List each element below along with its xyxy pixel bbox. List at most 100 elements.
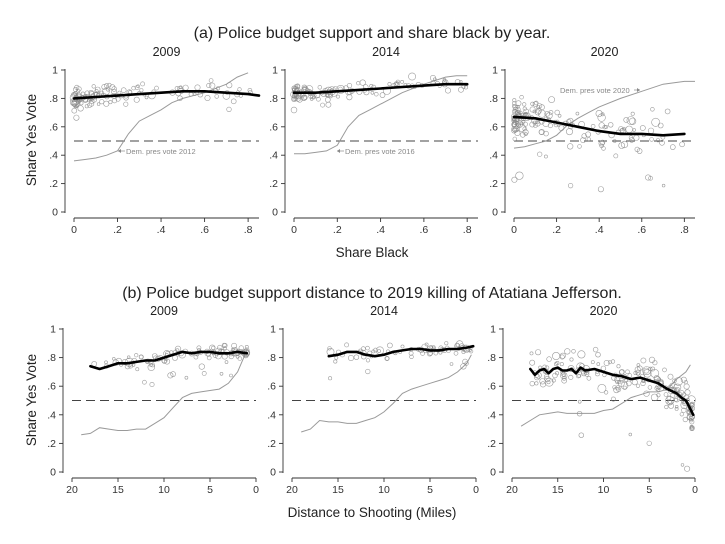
- x-tick-label: .4: [595, 224, 604, 236]
- data-point: [373, 347, 378, 353]
- y-tick-label: 1: [490, 324, 496, 336]
- data-point: [103, 100, 110, 107]
- y-tick-label: .6: [47, 381, 56, 393]
- data-point: [663, 392, 669, 397]
- data-point: [515, 171, 524, 180]
- data-point: [648, 356, 656, 364]
- data-point: [616, 364, 621, 369]
- data-point: [529, 381, 535, 387]
- y-tick-label: 0: [490, 467, 496, 479]
- data-point: [631, 379, 638, 386]
- data-point: [640, 380, 646, 387]
- y-tick-label: .8: [49, 93, 58, 105]
- data-point: [80, 91, 85, 96]
- title-panel-a: (a) Police budget support and share blac…: [194, 25, 551, 42]
- data-point: [360, 346, 366, 352]
- data-point: [104, 360, 108, 365]
- data-point: [71, 99, 77, 105]
- data-point: [586, 375, 592, 381]
- data-point: [523, 132, 528, 136]
- data-point: [603, 359, 610, 366]
- data-point: [522, 102, 527, 107]
- data-point: [544, 365, 550, 370]
- data-point: [567, 143, 574, 150]
- dem-vote-annotation: Dem. pres vote 2020: [560, 86, 630, 95]
- data-point: [646, 440, 652, 446]
- data-point: [650, 393, 659, 402]
- data-point: [359, 79, 366, 86]
- data-point: [575, 111, 580, 116]
- x-tick-label: .6: [419, 224, 428, 236]
- y-tick-label: 1: [492, 65, 498, 77]
- data-point: [449, 362, 454, 366]
- y-tick-label: .6: [487, 381, 496, 393]
- x-tick-label: 0: [253, 484, 259, 496]
- data-point: [140, 81, 145, 87]
- annotation-arrowhead: [637, 88, 640, 92]
- data-point: [546, 380, 551, 385]
- y-tick-label: .8: [47, 352, 56, 364]
- data-point: [198, 363, 205, 370]
- data-point: [560, 371, 566, 377]
- data-point: [333, 359, 338, 364]
- data-point: [522, 121, 528, 127]
- data-point: [104, 83, 110, 89]
- data-point: [534, 381, 539, 386]
- data-point: [120, 87, 127, 93]
- y-tick-label: 0: [270, 467, 276, 479]
- y-tick-label: 1: [52, 65, 58, 77]
- data-point: [222, 346, 227, 351]
- data-point: [96, 102, 101, 106]
- data-point: [71, 107, 78, 114]
- data-point: [99, 99, 105, 105]
- data-point: [597, 186, 604, 193]
- data-point: [330, 89, 338, 97]
- y-tick-label: .2: [49, 178, 58, 190]
- data-point: [142, 379, 147, 385]
- x-tick-label: .2: [333, 224, 342, 236]
- data-point: [652, 360, 658, 366]
- data-point: [567, 183, 574, 189]
- data-point: [628, 117, 637, 125]
- data-point: [668, 402, 674, 409]
- data-point: [620, 140, 629, 149]
- y-tick-label: .8: [489, 93, 498, 105]
- x-tick-label: .2: [552, 224, 561, 236]
- data-point: [144, 95, 149, 100]
- y-tick-label: .4: [47, 409, 56, 421]
- x-tick-label: 20: [506, 484, 518, 496]
- x-tick-label: .8: [680, 224, 689, 236]
- data-point: [544, 111, 551, 117]
- panel-a-2009: 2009 0 .2 .4 .6 .8 1 0 .2 .4 .6 .8 Dem. pres vote 20…: [49, 45, 261, 236]
- data-point: [639, 125, 646, 131]
- x-tick-label: 5: [207, 484, 213, 496]
- y-tick-label: .2: [47, 438, 56, 450]
- data-point: [643, 367, 650, 374]
- data-point: [655, 138, 660, 143]
- data-point: [595, 352, 601, 358]
- data-point: [548, 96, 555, 103]
- data-point: [529, 121, 536, 128]
- data-point: [535, 349, 542, 356]
- data-point: [598, 140, 605, 147]
- data-point: [684, 465, 691, 472]
- x-tick-label: .6: [637, 224, 646, 236]
- data-point: [420, 350, 425, 356]
- data-point: [302, 85, 308, 92]
- data-point: [545, 112, 553, 120]
- data-point: [461, 84, 466, 89]
- data-point: [561, 377, 568, 384]
- data-point: [99, 90, 105, 96]
- data-point: [662, 367, 667, 373]
- data-point: [601, 146, 606, 151]
- data-point: [547, 123, 553, 129]
- x-axis-label-a: Share Black: [336, 245, 409, 260]
- data-point: [408, 350, 414, 356]
- data-point: [643, 390, 650, 397]
- data-point: [170, 371, 176, 377]
- x-tick-label: .2: [113, 224, 122, 236]
- data-point: [152, 353, 158, 359]
- data-point: [669, 144, 676, 150]
- x-tick-label: 20: [286, 484, 298, 496]
